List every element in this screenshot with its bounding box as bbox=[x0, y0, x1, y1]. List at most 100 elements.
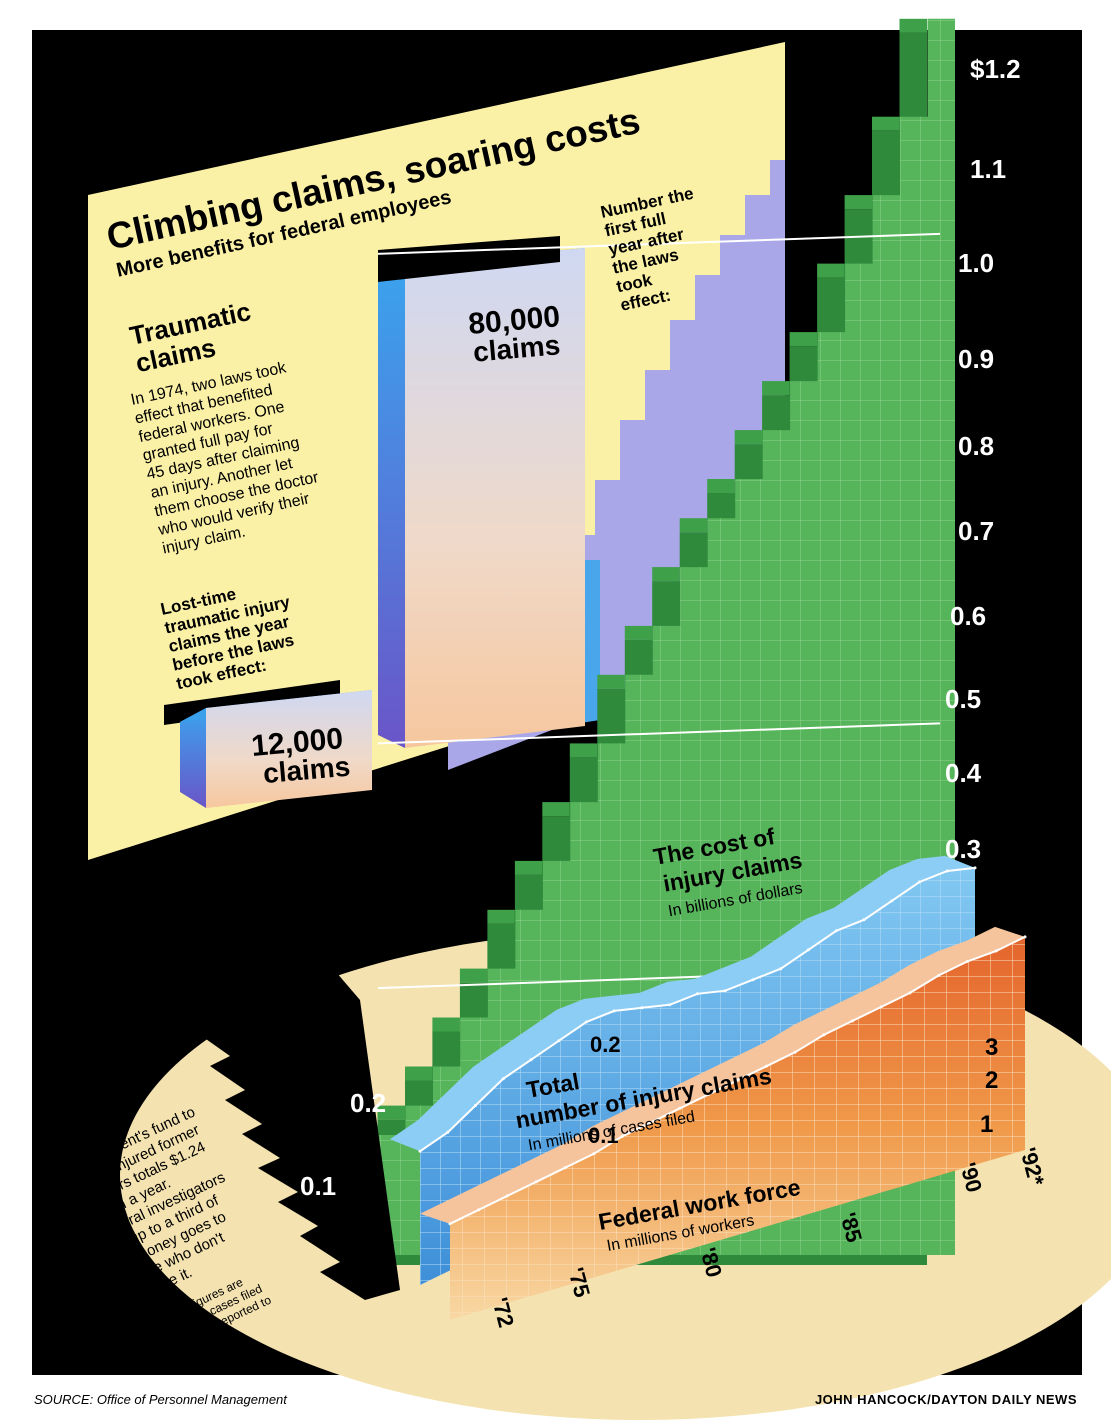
source-credit: SOURCE: Office of Personnel Management bbox=[34, 1392, 287, 1407]
claims-point bbox=[668, 1003, 672, 1007]
cost-step bbox=[377, 1105, 405, 1120]
workforce-point bbox=[649, 1120, 653, 1124]
workforce-y-tick: 1 bbox=[980, 1111, 993, 1138]
bar-80000-front bbox=[405, 248, 585, 748]
workforce-point bbox=[793, 1050, 797, 1054]
workforce-point bbox=[966, 959, 969, 963]
claims-y-axis: 0.2 0.1 bbox=[588, 1032, 621, 1148]
claims-y-tick: 0.1 bbox=[588, 1123, 619, 1148]
claims-point bbox=[751, 978, 755, 982]
cost-step bbox=[624, 625, 653, 640]
cost-y-tick: 0.5 bbox=[945, 684, 981, 714]
cost-y-tick: 0.1 bbox=[300, 1171, 336, 1201]
workforce-point bbox=[822, 1033, 826, 1037]
claims-point bbox=[446, 1130, 450, 1134]
cost-y-tick: 0.4 bbox=[945, 758, 982, 788]
cost-step bbox=[789, 332, 818, 347]
cost-y-tick: 0.9 bbox=[958, 344, 994, 374]
cost-y-tick: 0.8 bbox=[958, 431, 994, 461]
cost-step bbox=[844, 195, 873, 210]
workforce-point bbox=[994, 949, 998, 953]
workforce-point bbox=[764, 1064, 768, 1068]
cost-y-tick: 1.1 bbox=[970, 154, 1006, 184]
cost-step bbox=[899, 18, 927, 33]
cost-step bbox=[432, 1017, 460, 1032]
workforce-point bbox=[937, 973, 941, 977]
cost-step bbox=[707, 479, 735, 493]
claims-point bbox=[973, 866, 977, 870]
workforce-point bbox=[908, 991, 912, 995]
workforce-point bbox=[448, 1222, 452, 1226]
cost-gridline bbox=[377, 232, 941, 255]
cost-y-tick: 0.2 bbox=[350, 1088, 386, 1118]
bar-12000-value: 12,000 bbox=[250, 722, 344, 763]
workforce-point bbox=[851, 1019, 854, 1023]
claims-point bbox=[779, 967, 783, 971]
cost-y-tick: 0.3 bbox=[945, 834, 981, 864]
workforce-point bbox=[563, 1166, 567, 1170]
ellipse-notch bbox=[150, 930, 400, 1300]
workforce-y-tick: 3 bbox=[985, 1034, 998, 1061]
cost-step bbox=[817, 263, 845, 278]
workforce-point bbox=[678, 1106, 682, 1110]
claims-point bbox=[474, 1104, 477, 1107]
workforce-y-tick: 2 bbox=[985, 1067, 998, 1094]
cost-step bbox=[734, 430, 763, 445]
claims-point bbox=[945, 869, 949, 873]
cost-y-tick: $1.2 bbox=[970, 54, 1021, 84]
workforce-chart bbox=[420, 926, 1027, 1320]
claims-point bbox=[612, 1009, 616, 1013]
claims-top-surface bbox=[390, 855, 975, 1152]
claims-point bbox=[557, 1039, 561, 1043]
after-caption: Number thefirst fullyear afterthe lawsto… bbox=[599, 184, 715, 315]
workforce-point bbox=[506, 1194, 509, 1198]
cost-gridline bbox=[377, 722, 941, 745]
claims-point bbox=[807, 948, 810, 952]
cost-y-tick: 0.6 bbox=[950, 601, 986, 631]
bar-80000-side bbox=[378, 265, 405, 748]
workforce-y-axis: 3 2 1 bbox=[980, 1034, 998, 1138]
cost-y-tick: 0.7 bbox=[958, 516, 994, 546]
bar-12000-front bbox=[206, 690, 372, 808]
workforce-point bbox=[621, 1134, 624, 1138]
claims-point bbox=[529, 1058, 533, 1062]
cost-step bbox=[459, 968, 488, 983]
cost-step bbox=[487, 909, 515, 924]
cost-step bbox=[762, 381, 790, 396]
workforce-point bbox=[534, 1180, 538, 1184]
cost-step bbox=[542, 802, 570, 817]
workforce-point bbox=[707, 1092, 711, 1096]
claims-point bbox=[918, 880, 921, 884]
cost-step bbox=[597, 674, 625, 689]
cost-step bbox=[679, 518, 708, 533]
bar-12000-unit: claims bbox=[262, 751, 352, 789]
claims-y-tick: 0.2 bbox=[590, 1032, 621, 1057]
claims-point bbox=[723, 989, 727, 993]
cost-step bbox=[872, 116, 900, 131]
cost-step bbox=[514, 860, 543, 875]
workforce-point bbox=[736, 1078, 739, 1082]
workforce-point bbox=[592, 1152, 596, 1156]
cost-y-tick: 1.0 bbox=[958, 248, 994, 278]
claims-point bbox=[418, 1149, 422, 1153]
cost-step bbox=[405, 1066, 433, 1081]
workforce-top-surface bbox=[420, 926, 1025, 1224]
claims-point bbox=[640, 1006, 644, 1010]
cost-y-axis: $1.2 1.1 1.0 0.9 0.8 0.7 0.6 0.5 0.4 0.3 0.2 0.1 bbox=[300, 54, 1021, 1201]
workforce-point bbox=[1023, 935, 1027, 939]
claims-point bbox=[862, 918, 866, 922]
claims-point bbox=[501, 1077, 505, 1081]
claims-point bbox=[696, 992, 699, 996]
claims-point bbox=[890, 899, 894, 903]
bar-80000-shadow bbox=[378, 236, 560, 282]
cost-step bbox=[652, 567, 680, 582]
author-credit: JOHN HANCOCK/DAYTON DAILY NEWS bbox=[814, 1392, 1077, 1407]
cost-step bbox=[569, 743, 598, 758]
workforce-area-grid bbox=[450, 936, 1025, 1320]
claims-point bbox=[585, 1020, 588, 1024]
bar-80000-value: 80,000 bbox=[467, 300, 561, 341]
claims-point bbox=[834, 929, 838, 933]
bar-12000-side bbox=[180, 708, 206, 808]
workforce-point bbox=[879, 1005, 883, 1009]
